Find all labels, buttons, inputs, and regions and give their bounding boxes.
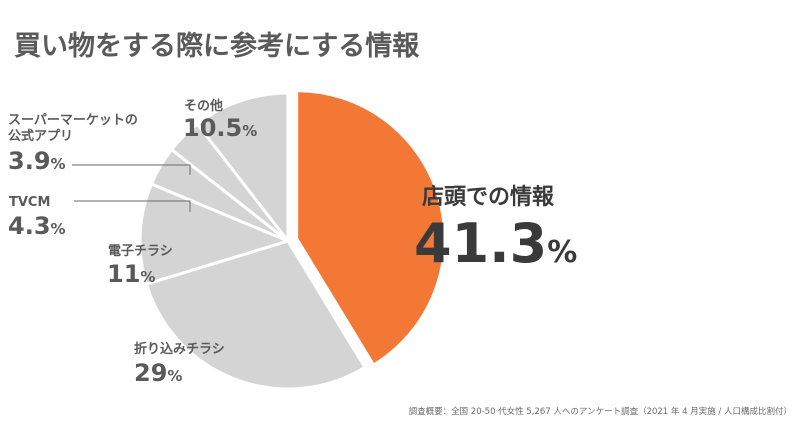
slice-value-e-flyer: 11% [107,260,155,288]
slice-value-storefront: 41.3% [414,212,577,275]
pie-slice-2 [138,182,290,286]
slice-value-app: 3.9% [8,147,66,175]
pie-slice-1 [144,239,367,391]
chart-title: 買い物をする際に参考にする情報 [14,30,420,62]
pie-slice-5 [195,91,290,243]
slice-value-other: 10.5% [183,114,257,142]
slice-value-flyer: 29% [134,359,182,387]
slice-value-tvcm: 4.3% [8,212,66,240]
slice-label-tvcm: TVCM [9,195,50,210]
slice-label-app: スーパーマーケットの 公式アプリ [8,113,142,144]
leader-line-tvcm [74,200,191,212]
slice-label-app-line1: スーパーマーケットの [8,113,138,128]
slice-label-storefront: 店頭での情報 [422,184,555,210]
slice-label-app-line2: 公式アプリ [8,128,73,144]
pie-slices [138,89,447,391]
slice-label-flyer: 折り込みチラシ [134,341,225,357]
slice-label-e-flyer: 電子チラシ [108,244,173,259]
pie-slice-0 [295,89,447,367]
survey-note: 調査概要：全国 20-50 代女性 5,267 人へのアンケート調査（2021 … [409,406,792,417]
slice-label-other: その他 [184,98,223,114]
leader-line-app [72,164,191,175]
